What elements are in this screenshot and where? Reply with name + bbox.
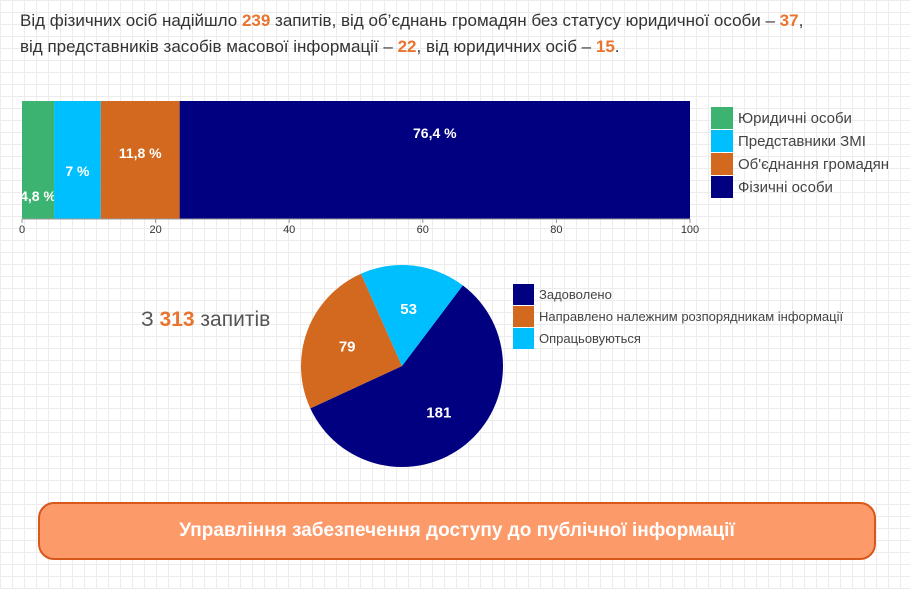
bar-label: 11,8 %	[119, 145, 162, 161]
legend-swatch	[711, 176, 733, 198]
pie-label: 79	[339, 338, 356, 355]
legend-label: Задоволено	[539, 287, 612, 302]
legend-label: Об'єднання громадян	[738, 156, 889, 173]
intro-text: Від фізичних осіб надійшло 239 запитів, …	[20, 8, 803, 60]
legend-label: Юридичні особи	[738, 110, 852, 127]
pie-slice	[301, 273, 402, 409]
legend-swatch	[711, 107, 733, 129]
bar-segment	[100, 101, 180, 219]
x-tick-label: 0	[19, 224, 25, 236]
x-tick-label: 80	[550, 224, 562, 236]
bar-segment	[54, 101, 101, 219]
legend-label: Направлено належним розпорядникам інформ…	[539, 309, 843, 324]
intro-text-part: ,	[798, 11, 804, 30]
x-tick-label: 40	[283, 224, 295, 236]
x-tick-label: 20	[149, 224, 161, 236]
x-tick-label: 60	[417, 224, 429, 236]
x-tick-label: 100	[681, 224, 699, 236]
total-requests: З 313 запитів	[141, 308, 270, 332]
charts: 4,8 % Юридичні особи 7 % Представники ЗМІ 11…	[19, 101, 889, 467]
legend-swatch	[711, 153, 733, 175]
pie-label: 53	[400, 301, 417, 318]
total-suffix: запитів	[194, 308, 271, 331]
bar-label: 76,4 %	[413, 125, 457, 141]
legend-label: Представники ЗМІ	[738, 133, 866, 150]
pie-slice	[310, 285, 503, 467]
intro-text-part: Від фізичних осіб надійшло	[20, 11, 242, 30]
intro-text-part: .	[614, 37, 620, 56]
bar-segment	[179, 101, 690, 219]
total-value: 313	[159, 308, 195, 331]
count-media: 22	[397, 37, 417, 56]
legend-swatch	[513, 284, 534, 305]
legend-swatch	[711, 130, 733, 152]
legend-label: Опрацьовуються	[539, 331, 641, 346]
intro-text-part: запитів, від об’єднань громадян без стат…	[270, 11, 780, 30]
legend-label: Фізичні особи	[738, 179, 833, 196]
pie-slice	[360, 264, 463, 366]
legend-swatch	[513, 306, 534, 327]
count-individuals: 239	[241, 11, 271, 30]
count-associations: 37	[779, 11, 799, 30]
legend-swatch	[513, 328, 534, 349]
pie-label: 181	[426, 405, 451, 422]
bar-label: 7 %	[65, 163, 90, 179]
department-button[interactable]: Управління забезпечення доступу до публі…	[38, 502, 876, 560]
bar-segment	[22, 101, 55, 219]
count-legal: 15	[595, 37, 615, 56]
total-prefix: З	[141, 308, 160, 331]
intro-text-part: , від юридичних осіб –	[416, 37, 596, 56]
bar-label: 4,8 %	[20, 188, 56, 204]
intro-text-part: від представників засобів масової інформ…	[20, 37, 398, 56]
